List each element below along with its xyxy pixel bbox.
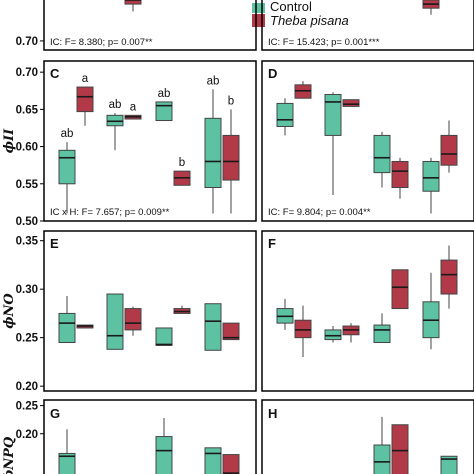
ytick-label-e-3: 0.35 — [16, 236, 39, 248]
box-e-2 — [106, 293, 124, 350]
sig-label-c-5: b — [179, 157, 185, 169]
box-d-4 — [373, 134, 391, 174]
ylabel-g: ϕNPQ — [2, 436, 17, 474]
ytick-label-c-4: 0.70 — [16, 67, 38, 79]
ytick-label-e-1: 0.25 — [16, 333, 39, 345]
box-d-0 — [276, 102, 294, 127]
ytick-label-g-0: 0.20 — [16, 429, 38, 441]
panel-letter-h: H — [268, 406, 277, 421]
box-d-3 — [342, 99, 360, 107]
panel-f-frame — [261, 230, 474, 392]
box-f-1 — [294, 319, 312, 339]
ytick-label-e-0: 0.20 — [16, 381, 38, 393]
stat-text-d: IC: F= 9.804; p= 0.004** — [268, 207, 371, 218]
sig-label-c-3: a — [130, 101, 137, 113]
ytick-label-c-3: 0.65 — [16, 104, 39, 116]
ytick-label-g-1: 0.25 — [16, 401, 39, 413]
box-c-0 — [58, 149, 76, 185]
box-e-7 — [222, 322, 240, 341]
box-f-2 — [324, 329, 342, 341]
box-h-2 — [440, 455, 458, 474]
panel-letter-d: D — [268, 66, 277, 81]
stat-text-b: IC: F= 15.423; p= 0.001*** — [268, 37, 380, 48]
ytick-label-c-1: 0.55 — [16, 179, 39, 191]
ylabel-e: ϕNO — [2, 293, 17, 329]
box-g-1 — [155, 436, 173, 474]
panel-letter-c: C — [50, 66, 60, 81]
ylabel-c: ϕII — [2, 128, 17, 153]
box-c-6 — [204, 117, 222, 189]
box-f-4 — [373, 324, 391, 344]
box-e-6 — [204, 303, 222, 351]
sig-label-c-1: a — [82, 73, 89, 85]
sig-label-c-4: ab — [158, 88, 171, 100]
box-g-0 — [58, 452, 76, 474]
box-c-4 — [155, 101, 173, 122]
panel-e-frame — [43, 230, 257, 392]
box-h-0 — [373, 444, 391, 474]
panel-g-frame — [43, 399, 257, 474]
panel-c-frame — [43, 60, 257, 222]
panel-h-frame — [261, 399, 474, 474]
sig-label-c-7: b — [228, 95, 234, 107]
sig-label-c-0: ab — [61, 128, 74, 140]
box-d-6 — [422, 160, 440, 192]
box-f-5 — [391, 269, 409, 310]
box-g-3 — [222, 454, 240, 474]
ytick-label-e-2: 0.30 — [16, 284, 38, 296]
panel-d-frame — [261, 60, 474, 222]
box-c-1 — [76, 86, 94, 113]
box-e-4 — [155, 327, 173, 346]
legend: Control Theba pisana — [252, 0, 349, 28]
panel-letter-e: E — [50, 236, 59, 251]
box-g-2 — [204, 447, 222, 474]
legend-label-control: Control — [270, 0, 312, 14]
ytick-label-c-2: 0.60 — [16, 142, 38, 154]
box-f-7 — [440, 259, 458, 295]
box-e-0 — [58, 312, 76, 344]
box-h-1 — [391, 424, 409, 474]
box-a-0 — [124, 0, 142, 5]
panel-a-frame — [43, 0, 257, 51]
stat-text-a: IC: F= 8.380; p= 0.007** — [50, 37, 153, 48]
stat-text-c: IC x H: F= 7.657; p= 0.009** — [50, 207, 170, 218]
legend-swatch-treatment — [252, 14, 265, 27]
box-c-7 — [222, 134, 240, 181]
box-e-3 — [124, 308, 142, 331]
legend-swatch-control — [252, 3, 265, 13]
box-d-7 — [440, 134, 458, 166]
box-d-5 — [391, 160, 409, 189]
legend-label-treatment: Theba pisana — [270, 13, 349, 28]
sig-label-c-2: ab — [109, 99, 122, 111]
sig-label-c-6: ab — [207, 75, 220, 87]
panel-letter-g: G — [50, 406, 60, 421]
ytick-label-c-0: 0.50 — [16, 216, 38, 228]
panel-b-frame — [261, 0, 474, 51]
panel-letter-f: F — [268, 236, 276, 251]
box-d-2 — [324, 93, 342, 136]
ytick-label-a-0: 0.70 — [16, 36, 38, 48]
